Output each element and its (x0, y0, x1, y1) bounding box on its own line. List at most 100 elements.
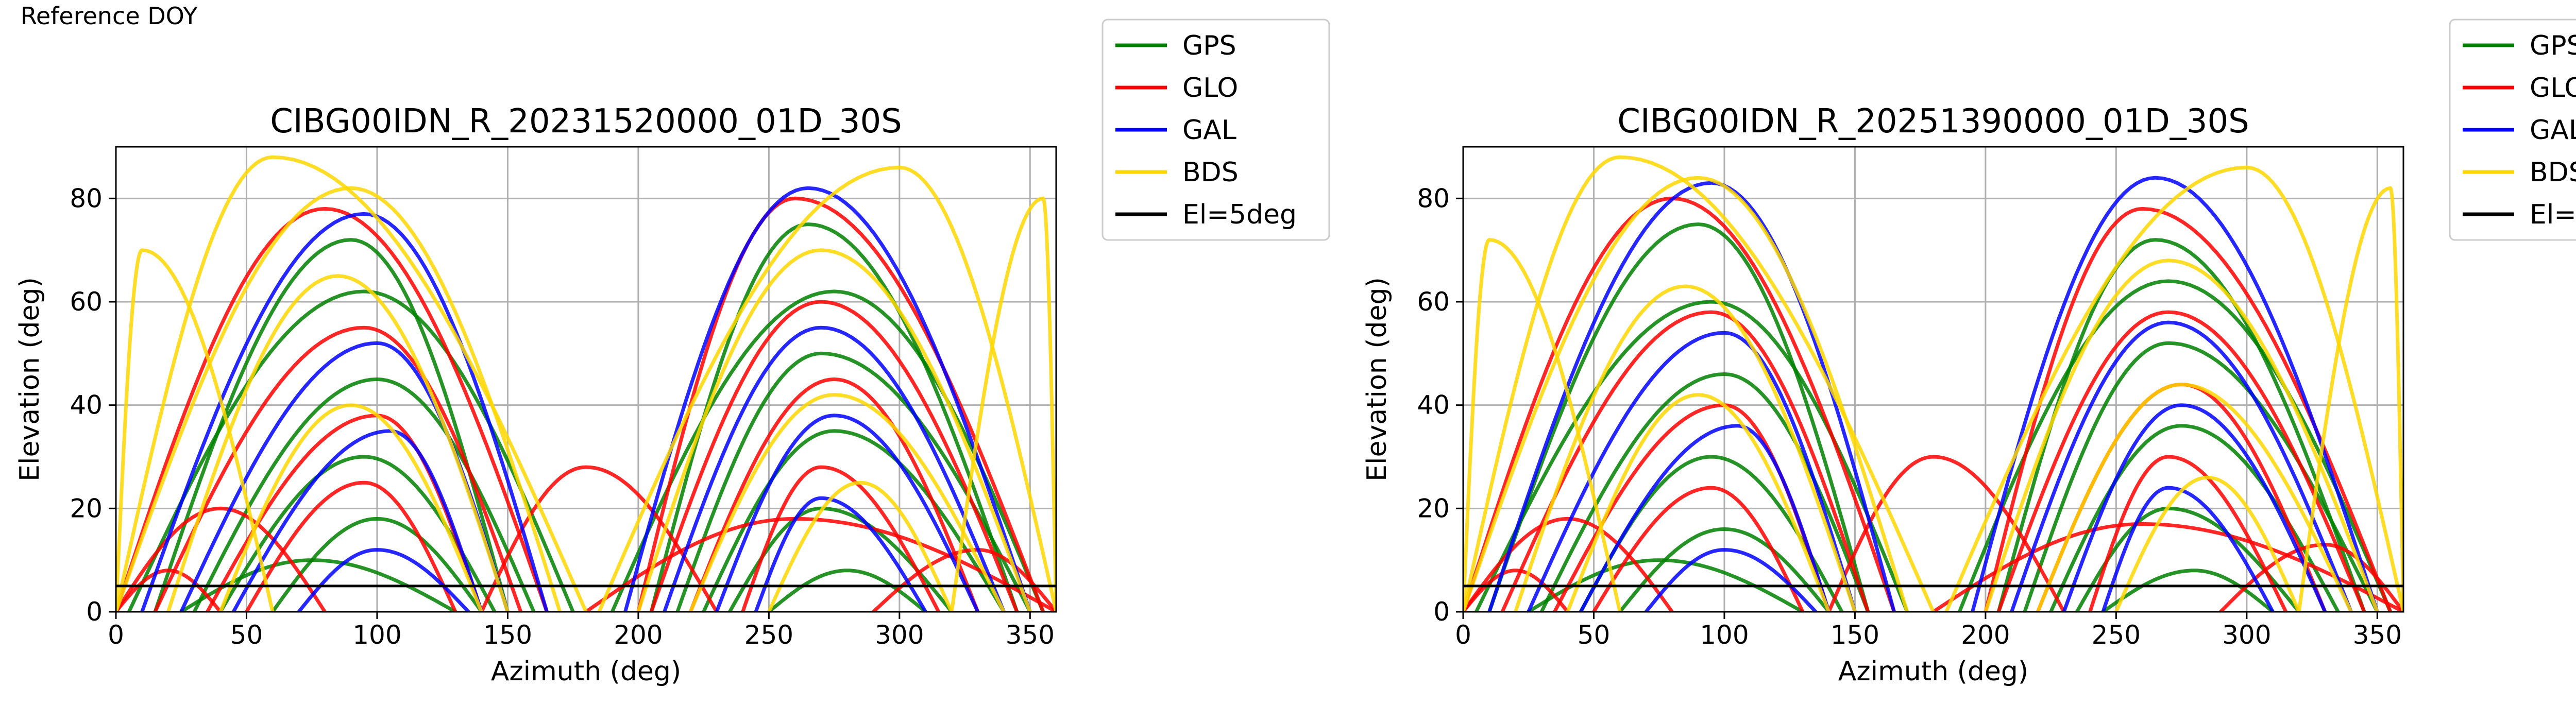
satellite-track (127, 289, 575, 612)
x-tick-label: 150 (483, 620, 532, 650)
legend-label: GLO (1182, 73, 1238, 104)
satellite-track (1474, 300, 1909, 612)
x-tick-label: 300 (875, 620, 924, 650)
satellite-track (1592, 486, 1805, 612)
satellite-track (1971, 176, 2379, 612)
x-tick-label: 100 (1700, 620, 1749, 650)
x-tick-label: 150 (1831, 620, 1879, 650)
satellite-track (2297, 186, 2403, 612)
y-tick-label: 40 (70, 390, 103, 420)
satellite-track (1827, 455, 2066, 612)
x-tick-label: 250 (744, 620, 793, 650)
satellite-track (767, 480, 954, 612)
y-tick-label: 20 (1417, 493, 1450, 523)
satellite-track (1463, 155, 1935, 612)
satellite-track (1513, 284, 1857, 612)
y-tick-label: 0 (86, 597, 103, 627)
satellite-track (1984, 259, 2379, 612)
y-tick-label: 80 (1417, 183, 1450, 213)
y-tick-label: 40 (1417, 390, 1450, 420)
satellite-track (116, 207, 549, 612)
satellite-track (2101, 569, 2275, 612)
satellite-track (649, 300, 1019, 612)
satellite-tracks (116, 155, 1056, 612)
y-axis-label: Elevation (deg) (14, 277, 45, 482)
satellite-track (270, 517, 484, 612)
satellite-track (715, 414, 980, 612)
axis-ticks: 0 50 100 150 200 250 300 350 0 20 40 60 80 (70, 183, 1055, 650)
satellite-track (663, 325, 1006, 612)
satellite-track (950, 196, 1056, 612)
legend-label: BDS (2530, 157, 2576, 188)
satellite-track (192, 377, 536, 612)
axis-ticks: 0 50 100 150 200 250 300 350 0 20 40 60 80 (1417, 183, 2402, 650)
satellite-track (1566, 393, 1831, 612)
satellite-track (116, 569, 223, 612)
satellite-track (231, 429, 484, 612)
satellite-track (1996, 310, 2366, 612)
chart-2: 0 50 100 150 200 250 300 350 0 20 40 60 80 CIBG00IDN_… (1362, 19, 2576, 687)
x-tick-label: 350 (2353, 620, 2402, 650)
x-tick-label: 0 (1455, 620, 1471, 650)
satellite-track (1527, 331, 1857, 612)
satellite-track (1931, 522, 2403, 612)
satellite-track (1500, 310, 1870, 612)
satellite-track (2088, 455, 2288, 612)
x-tick-label: 300 (2222, 620, 2271, 650)
chart-title: CIBG00IDN_R_20251390000_01D_30S (1617, 102, 2249, 141)
satellite-track (623, 186, 1032, 612)
x-axis-label: Azimuth (deg) (491, 656, 681, 687)
series-gal (140, 186, 1032, 612)
satellite-track (116, 155, 588, 612)
x-tick-label: 50 (230, 620, 263, 650)
series-bds (116, 155, 1056, 612)
satellite-track (297, 548, 470, 612)
satellite-track (754, 496, 927, 612)
plot-frame (115, 146, 1057, 613)
satellite-track (2036, 382, 2353, 612)
satellite-track (2010, 320, 2353, 612)
legend-label: BDS (1182, 157, 1239, 188)
x-tick-label: 350 (1006, 620, 1055, 650)
satellite-track (480, 465, 719, 612)
legend-label: GAL (1182, 115, 1236, 146)
x-axis-label: Azimuth (deg) (1838, 656, 2028, 687)
legend-box (1101, 19, 1330, 241)
legend-label: El=5deg (2530, 199, 2576, 230)
y-tick-label: 20 (70, 493, 103, 523)
satellite-track (1487, 222, 1870, 612)
x-tick-label: 0 (108, 620, 124, 650)
satellite-track (1579, 424, 1831, 612)
chart-1: 0 50 100 150 200 250 300 350 0 20 40 60 80 CIBG00IDN_… (14, 19, 1330, 687)
satellite-track (2062, 403, 2327, 612)
satellite-track (1644, 548, 1818, 612)
x-tick-label: 50 (1578, 620, 1611, 650)
satellite-track (702, 429, 1006, 612)
satellite-track (597, 165, 1056, 612)
legend-label: El=5deg (1182, 199, 1297, 230)
legend-label: GAL (2530, 115, 2576, 146)
satellite-track (1487, 181, 1896, 612)
satellite-track (116, 186, 562, 612)
y-tick-label: 60 (1417, 287, 1450, 317)
series-bds (1463, 155, 2403, 612)
satellite-track (675, 351, 1032, 612)
satellite-track (1618, 527, 1831, 612)
y-tick-label: 0 (1433, 597, 1450, 627)
satellite-track (1944, 165, 2403, 612)
satellite-track (153, 325, 523, 612)
plot-frame (1462, 146, 2404, 613)
legend-label: GPS (1182, 30, 1236, 61)
satellite-track (116, 248, 275, 612)
x-tick-label: 250 (2092, 620, 2141, 650)
satellite-track (140, 212, 549, 612)
satellite-track (116, 506, 327, 612)
satellite-track (767, 569, 927, 612)
series-gal (1487, 176, 2379, 612)
satellite-track (1463, 569, 1570, 612)
legend: GPS GLO GAL BDS El=5deg (2449, 19, 2576, 241)
satellite-track (1463, 237, 1622, 612)
satellite-track (636, 248, 1032, 612)
satellite-track (2036, 382, 2327, 612)
